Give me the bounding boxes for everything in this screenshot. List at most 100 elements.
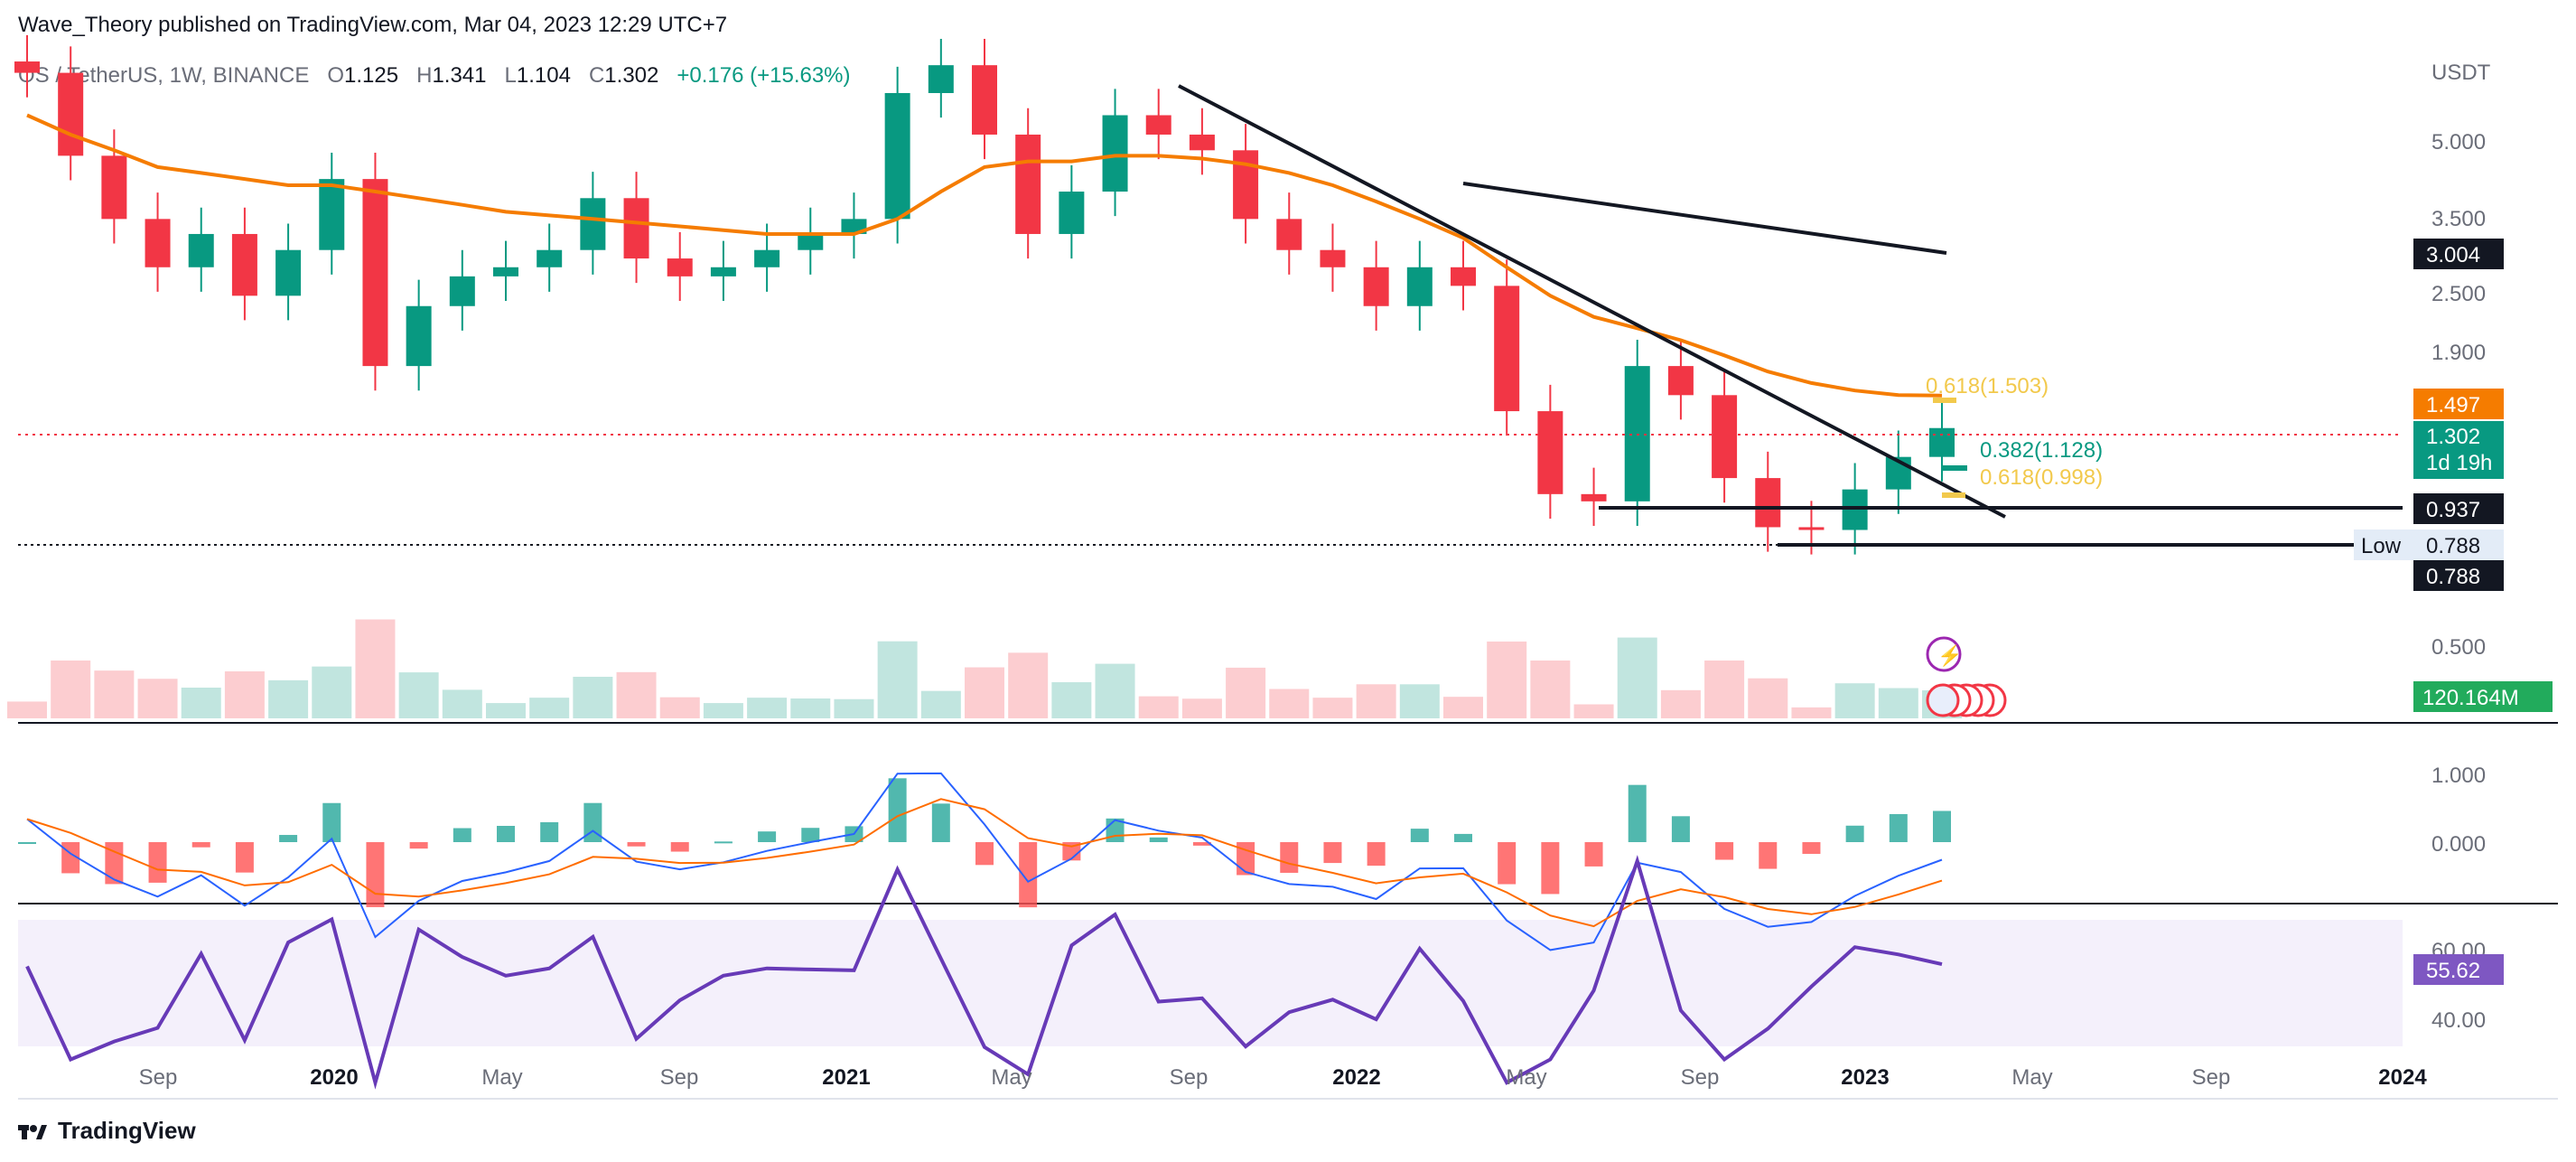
time-axis[interactable]: Sep 2020 May Sep 2021 May Sep 2022 May Sep 2023 May… xyxy=(139,1065,2428,1090)
candle-body xyxy=(1233,150,1259,220)
volume-bar xyxy=(94,670,135,718)
time-label: May xyxy=(2011,1065,2052,1090)
volume-bar xyxy=(1399,684,1440,718)
candle-body xyxy=(1929,427,1955,457)
time-label: May xyxy=(1506,1065,1546,1090)
volume-bar xyxy=(442,689,482,718)
macd-bar xyxy=(1062,842,1081,861)
candle-body xyxy=(1494,286,1520,412)
volume-bar xyxy=(616,671,657,718)
candle-body xyxy=(14,61,40,73)
high-value: 1.341 xyxy=(432,63,487,88)
volume-bar xyxy=(224,671,265,718)
candle-body xyxy=(754,249,780,267)
candle-body xyxy=(1363,267,1389,306)
volume-bar xyxy=(529,698,570,718)
volume-bar xyxy=(268,679,309,718)
candle-body xyxy=(1406,267,1433,306)
us-flag-events-icon[interactable] xyxy=(1926,683,2007,717)
moving-average-line xyxy=(26,113,1943,398)
macd-bar xyxy=(1192,842,1211,846)
fib-mid-marker xyxy=(1942,465,1967,471)
candle-body xyxy=(1059,192,1085,234)
close-label: C xyxy=(588,63,605,88)
tag-support: 0.937 xyxy=(2413,493,2504,524)
price-tick-3500: 3.500 xyxy=(2431,207,2486,231)
volume-bar xyxy=(659,697,700,718)
volume-bar xyxy=(1530,661,1571,718)
candle-body xyxy=(1624,366,1650,501)
macd-bar xyxy=(1367,842,1386,867)
macd-bar xyxy=(1889,813,1908,842)
high-label: H xyxy=(416,63,433,88)
change-value: +0.176 (+15.63%) xyxy=(677,63,851,88)
macd-histogram xyxy=(18,778,1951,908)
fib-lower-label: 0.618(0.998) xyxy=(1980,465,2103,490)
svg-text:1.497: 1.497 xyxy=(2426,393,2480,417)
macd-bar xyxy=(1759,842,1778,869)
time-label: Sep xyxy=(1681,1065,1720,1090)
macd-bar xyxy=(714,841,733,844)
volume-bar xyxy=(1791,707,1832,718)
candle-body xyxy=(362,179,388,367)
tag-low: Low 0.788 xyxy=(2354,529,2504,560)
volume-area xyxy=(7,619,1962,718)
macd-bar xyxy=(409,842,428,849)
time-label: 2022 xyxy=(1332,1065,1380,1090)
price-tick-0500: 0.500 xyxy=(2431,635,2486,660)
time-label: Sep xyxy=(2192,1065,2231,1090)
volume-bar xyxy=(573,677,613,718)
volume-bar xyxy=(1312,698,1353,718)
time-label: Sep xyxy=(139,1065,178,1090)
descending-trendline[interactable] xyxy=(1178,84,2006,519)
candle-body xyxy=(884,92,910,220)
macd-bar xyxy=(1019,842,1038,908)
low-label: Low xyxy=(2361,534,2402,558)
volume-bar xyxy=(747,698,788,718)
volume-bar xyxy=(398,672,439,718)
candle-body xyxy=(319,179,345,250)
svg-text:3.004: 3.004 xyxy=(2426,243,2480,267)
volume-bar xyxy=(312,666,352,718)
time-label: May xyxy=(481,1065,522,1090)
volume-bar xyxy=(1660,689,1701,718)
volume-bar xyxy=(1573,704,1614,718)
macd-bar xyxy=(758,831,777,842)
time-label: Sep xyxy=(660,1065,699,1090)
candle-body xyxy=(1145,115,1171,135)
time-label: 2024 xyxy=(2378,1065,2427,1090)
macd-bar xyxy=(888,778,907,842)
candle-body xyxy=(1537,411,1563,494)
macd-bar xyxy=(1410,829,1429,842)
volume-bar xyxy=(181,688,221,718)
candle-body xyxy=(798,233,824,250)
macd-bar xyxy=(1715,842,1734,860)
publisher-header: Wave_Theory published on TradingView.com… xyxy=(18,13,728,37)
volume-bar xyxy=(1834,683,1875,718)
svg-text:120.164M: 120.164M xyxy=(2422,686,2519,710)
tag-ma: 1.497 xyxy=(2413,389,2504,419)
upper-trendline[interactable] xyxy=(1462,182,1947,255)
macd-bar xyxy=(1845,825,1864,842)
volume-bar xyxy=(1443,697,1483,718)
macd-tick-0: 0.000 xyxy=(2431,832,2486,857)
candle-body xyxy=(580,198,606,250)
candle-body xyxy=(1189,134,1215,151)
candle-body xyxy=(145,219,171,267)
tradingview-brand[interactable]: TradingView xyxy=(58,1117,196,1144)
macd-bar xyxy=(1584,842,1603,867)
volume-bar xyxy=(1704,661,1745,718)
volume-bar xyxy=(877,641,918,718)
fib-lower-marker xyxy=(1942,492,1965,498)
candle-body xyxy=(667,258,693,276)
macd-bar xyxy=(1149,837,1168,842)
volume-bar xyxy=(1356,684,1396,718)
svg-text:0.788: 0.788 xyxy=(2426,565,2480,589)
volume-bar xyxy=(1051,682,1092,718)
macd-bar xyxy=(366,842,385,907)
tradingview-logo-icon xyxy=(18,1124,47,1139)
candle-body xyxy=(1276,219,1302,250)
lightning-icon[interactable] xyxy=(1926,636,1962,672)
macd-bar xyxy=(235,842,254,873)
